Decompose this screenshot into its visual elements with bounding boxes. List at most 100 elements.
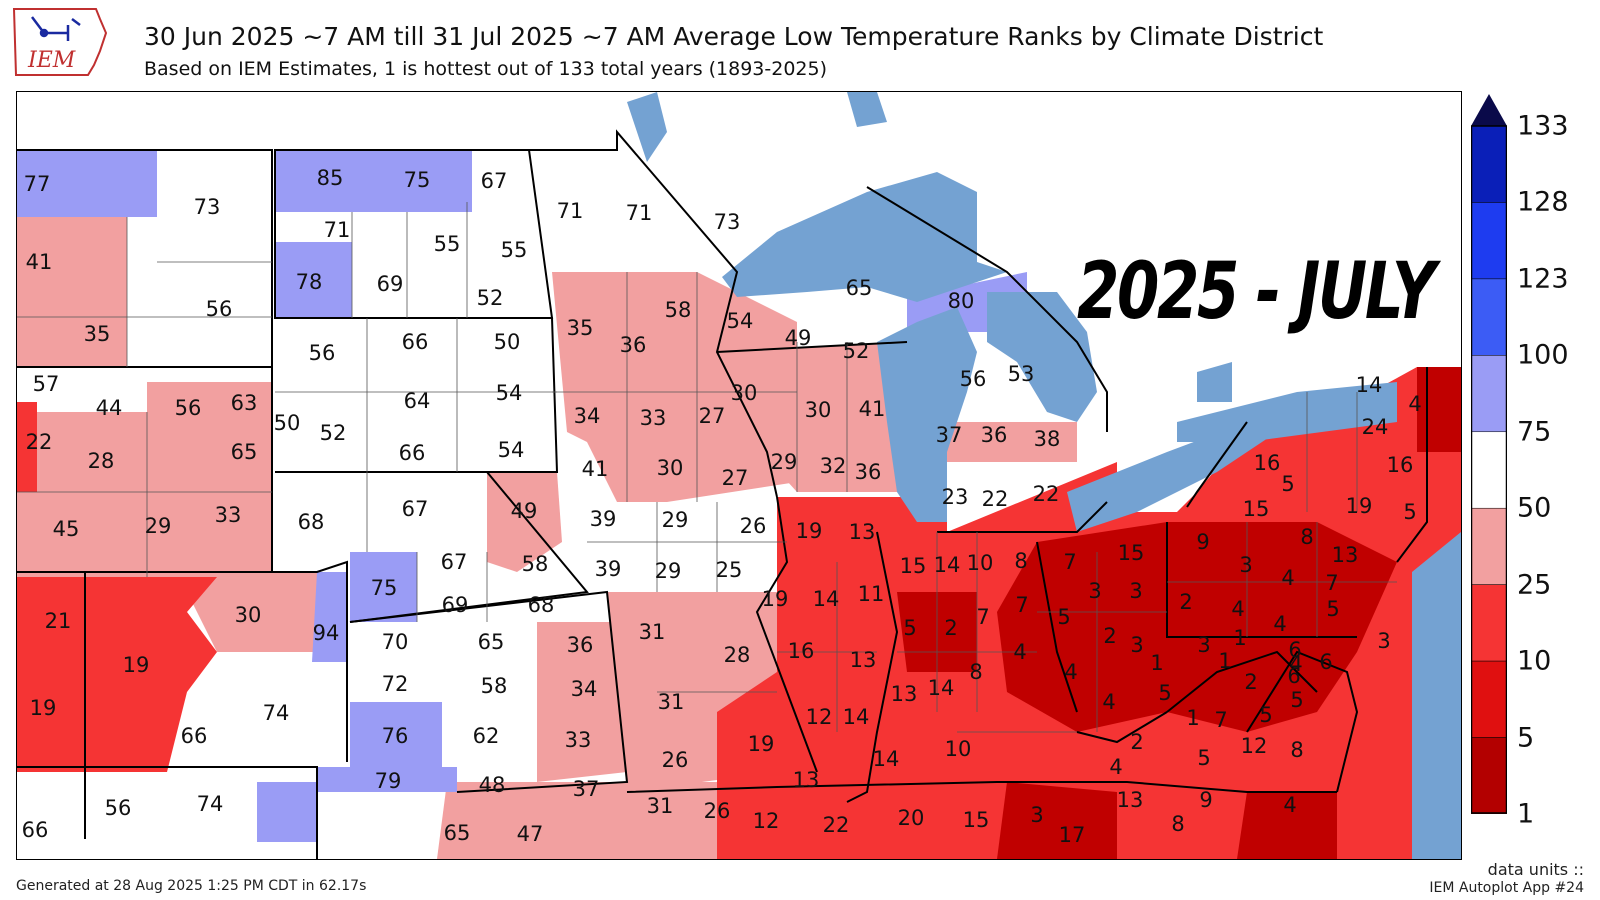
district-rank: 22	[1032, 482, 1060, 506]
district-rank: 19	[795, 519, 823, 543]
district-rank: 14	[812, 587, 840, 611]
district-rank: 24	[1361, 415, 1389, 439]
district-rank: 14	[933, 553, 961, 577]
district-rank: 4	[1281, 566, 1295, 590]
district-rank: 2	[944, 616, 958, 640]
data-units-note: data units ::	[1487, 860, 1584, 879]
map-regions	[17, 92, 1461, 859]
colorbar-extend-arrow	[1471, 94, 1507, 126]
district-rank: 67	[440, 550, 468, 574]
district-rank: 19	[761, 587, 789, 611]
district-rank: 65	[230, 440, 258, 464]
district-rank: 79	[374, 769, 402, 793]
district-rank: 6	[1319, 650, 1333, 674]
district-rank: 41	[25, 250, 53, 274]
district-rank: 8	[1290, 738, 1304, 762]
colorbar-tick-label: 133	[1517, 110, 1569, 142]
district-rank: 85	[316, 166, 344, 190]
district-rank: 1	[1218, 649, 1232, 673]
colorbar-segment	[1470, 125, 1508, 203]
district-rank: 44	[95, 396, 123, 420]
district-rank: 74	[196, 792, 224, 816]
district-rank: 8	[969, 660, 983, 684]
district-rank: 4	[1064, 660, 1078, 684]
district-rank: 4	[1102, 690, 1116, 714]
district-rank: 19	[1345, 494, 1373, 518]
district-rank: 52	[476, 286, 504, 310]
district-rank: 7	[1063, 550, 1077, 574]
district-rank: 3	[1197, 633, 1211, 657]
district-rank: 5	[1158, 681, 1172, 705]
district-rank: 55	[500, 238, 528, 262]
climate-district-map: 2025 - JULY 77 73 41 56 35 85 75 67 71 55 55 78 69 52…	[16, 91, 1462, 860]
district-rank: 65	[477, 630, 505, 654]
district-rank: 13	[1331, 543, 1359, 567]
district-rank: 41	[581, 457, 609, 481]
district-rank: 66	[401, 330, 429, 354]
district-rank: 3	[1030, 803, 1044, 827]
chart-subtitle: Based on IEM Estimates, 1 is hottest out…	[144, 58, 828, 80]
district-rank: 29	[144, 514, 172, 538]
colorbar-tick-label: 75	[1517, 416, 1552, 448]
district-rank: 1	[1150, 651, 1164, 675]
district-rank: 13	[1116, 788, 1144, 812]
month-banner: 2025 - JULY	[1077, 247, 1436, 337]
district-rank: 50	[273, 411, 301, 435]
district-rank: 36	[619, 333, 647, 357]
district-rank: 94	[312, 621, 340, 645]
colorbar-segment	[1470, 507, 1508, 585]
district-rank: 29	[770, 450, 798, 474]
district-rank: 2	[1130, 730, 1144, 754]
district-rank: 58	[664, 298, 692, 322]
district-rank: 80	[947, 289, 975, 313]
district-rank: 35	[83, 322, 111, 346]
district-rank: 69	[441, 593, 469, 617]
district-rank: 13	[890, 682, 918, 706]
district-rank: 2	[1179, 590, 1193, 614]
colorbar-segment	[1470, 355, 1508, 433]
district-rank: 12	[1240, 734, 1268, 758]
district-rank: 70	[381, 630, 409, 654]
district-rank: 73	[193, 195, 221, 219]
district-rank: 75	[370, 576, 398, 600]
district-rank: 26	[703, 799, 731, 823]
district-rank: 35	[566, 316, 594, 340]
district-rank: 5	[1290, 688, 1304, 712]
district-rank: 58	[521, 552, 549, 576]
district-rank: 74	[262, 701, 290, 725]
district-rank: 76	[381, 724, 409, 748]
district-rank: 5	[1259, 703, 1273, 727]
district-rank: 30	[656, 456, 684, 480]
district-rank: 7	[1214, 708, 1228, 732]
district-rank: 9	[1196, 530, 1210, 554]
district-rank: 52	[842, 339, 870, 363]
district-rank: 31	[638, 620, 666, 644]
district-rank: 71	[625, 201, 653, 225]
district-rank: 68	[297, 510, 325, 534]
district-rank: 54	[497, 438, 525, 462]
district-rank: 4	[1283, 793, 1297, 817]
district-rank: 36	[854, 460, 882, 484]
district-rank: 73	[713, 210, 741, 234]
district-rank: 22	[25, 430, 53, 454]
district-rank: 37	[572, 777, 600, 801]
district-rank: 5	[1197, 746, 1211, 770]
district-rank: 28	[723, 643, 751, 667]
district-rank: 58	[480, 674, 508, 698]
district-rank: 30	[234, 603, 262, 627]
district-rank: 25	[715, 558, 743, 582]
district-rank: 54	[726, 309, 754, 333]
district-rank: 56	[174, 396, 202, 420]
district-rank: 11	[857, 582, 885, 606]
district-rank: 39	[594, 557, 622, 581]
district-rank: 30	[804, 398, 832, 422]
district-rank: 5	[1326, 597, 1340, 621]
district-rank: 41	[858, 397, 886, 421]
app-note: IEM Autoplot App #24	[1429, 880, 1584, 896]
district-rank: 66	[21, 818, 49, 842]
district-rank: 56	[104, 796, 132, 820]
colorbar-tick-label: 128	[1517, 186, 1569, 218]
district-rank: 34	[573, 404, 601, 428]
district-rank: 47	[516, 822, 544, 846]
district-rank: 3	[1239, 553, 1253, 577]
